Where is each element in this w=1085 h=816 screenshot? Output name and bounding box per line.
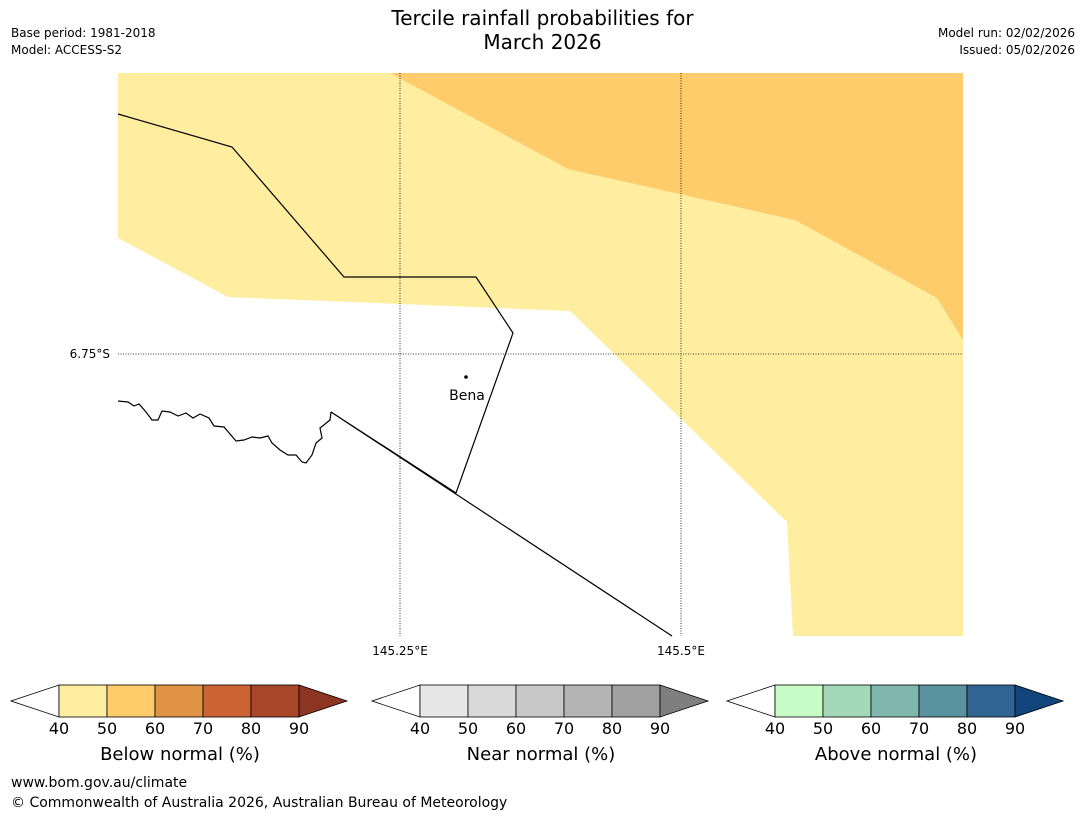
colorbar-tick-label: 80 (601, 719, 623, 738)
colorbar (10, 684, 349, 718)
colorbar-tick-label: 70 (192, 719, 214, 738)
colorbar-tick-label: 80 (956, 719, 978, 738)
title-line-2: March 2026 (483, 30, 602, 54)
issued-date: Issued: 05/02/2026 (959, 43, 1075, 57)
colorbar-tick-label: 60 (505, 719, 527, 738)
probability-band-50-60 (390, 73, 963, 340)
longitude-label-2: 145.5°E (657, 644, 705, 658)
base-period: Base period: 1981-2018 (11, 26, 156, 40)
legend-label: Above normal (%) (814, 744, 978, 765)
colorbar-extension-low (726, 684, 776, 718)
colorbar-extension-low (371, 684, 421, 718)
colorbar-segment (563, 684, 613, 718)
colorbar-segment (58, 684, 108, 718)
colorbar-tick-label: 70 (553, 719, 575, 738)
colorbar-segment (774, 684, 824, 718)
meta-right: Model run: 02/02/2026 Issued: 05/02/2026 (938, 25, 1075, 59)
colorbar-segment (419, 684, 469, 718)
colorbar-tick-label: 40 (764, 719, 786, 738)
colorbar-tick-label: 40 (48, 719, 70, 738)
bena-marker (464, 375, 468, 379)
colorbar-segment (467, 684, 517, 718)
probability-band-40-50 (118, 73, 963, 636)
colorbar-tick-label: 50 (96, 719, 118, 738)
model-name: Model: ACCESS-S2 (11, 43, 123, 57)
latitude-label: 6.75°S (70, 347, 110, 361)
colorbar (371, 684, 710, 718)
colorbar-segment (250, 684, 300, 718)
meta-left: Base period: 1981-2018 Model: ACCESS-S2 (11, 25, 156, 59)
colorbar-tick-label: 60 (860, 719, 882, 738)
colorbar-tick-label: 50 (457, 719, 479, 738)
colorbar-tick-label: 50 (812, 719, 834, 738)
colorbar-extension-high (298, 684, 349, 718)
colorbar-segment (106, 684, 156, 718)
province-boundary (117, 113, 514, 494)
colorbar-extension-high (659, 684, 710, 718)
colorbar-segment (611, 684, 661, 718)
colorbar (726, 684, 1065, 718)
map[interactable]: Bena 6.75°S 145.25°E 145.5°E (0, 0, 1085, 660)
colorbar-segment (822, 684, 872, 718)
colorbar-tick-label: 90 (649, 719, 671, 738)
colorbar-segment (515, 684, 565, 718)
colorbar-segment (202, 684, 252, 718)
colorbar-tick-label: 40 (409, 719, 431, 738)
title-line-1: Tercile rainfall probabilities for (391, 6, 694, 30)
colorbar-tick-label: 60 (144, 719, 166, 738)
coastline (117, 400, 332, 464)
model-run: Model run: 02/02/2026 (937, 26, 1075, 40)
colorbar-tick-label: 70 (908, 719, 930, 738)
colorbar-tick-label: 90 (288, 719, 310, 738)
footer-url[interactable]: www.bom.gov.au/climate (11, 775, 188, 791)
legend-label: Near normal (%) (466, 744, 616, 765)
colorbar-segment (870, 684, 920, 718)
colorbar-extension-high (1014, 684, 1065, 718)
legend-near-normal: 40 50 60 70 80 90 Near normal (%) (371, 680, 711, 770)
colorbar-segment (918, 684, 968, 718)
legend-below-normal: 40 50 60 70 80 90 Below normal (%) (10, 680, 350, 770)
legend-above-normal: 40 50 60 70 80 90 Above normal (%) (726, 680, 1066, 770)
colorbar-tick-label: 90 (1004, 719, 1026, 738)
colorbar-extension-low (10, 684, 60, 718)
colorbar-segment (154, 684, 204, 718)
colorbar-segment (966, 684, 1016, 718)
chart-title: Tercile rainfall probabilities for March… (0, 6, 1085, 54)
colorbar-tick-label: 80 (240, 719, 262, 738)
legend-label: Below normal (%) (100, 744, 260, 765)
longitude-label-1: 145.25°E (372, 644, 428, 658)
footer-copyright: © Commonwealth of Australia 2026, Austra… (11, 795, 508, 811)
place-label-bena: Bena (449, 388, 485, 404)
